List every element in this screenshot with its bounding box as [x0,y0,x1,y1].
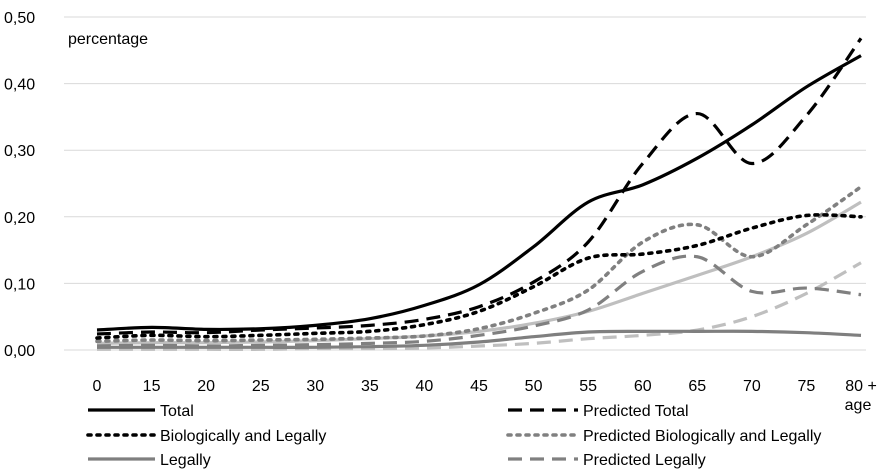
x-tick-label: 30 [306,378,324,395]
x-tick-label: 25 [252,378,270,395]
x-tick-label: 35 [361,378,379,395]
x-tick-label: 70 [743,378,761,395]
legend-label-5: Legally [160,452,211,469]
x-tick-label: 0 [93,378,102,395]
x-axis-ticks: 0 15 20 25 30 35 40 45 50 55 60 65 70 75 80 + [93,378,877,395]
legend-label-1: Total [160,403,194,420]
legend-label-3: Biologically and Legally [160,428,326,445]
series-line-1 [96,54,862,332]
series-line-3 [95,213,863,340]
series-line-6 [96,254,862,348]
y-tick-label: 0,10 [4,276,35,293]
series-line-8 [97,261,862,351]
legend-label-6: Predicted Legally [583,452,706,469]
series-lines [95,37,863,351]
y-tick-label: 0,30 [4,143,35,160]
legend-label-2: Predicted Total [583,403,689,420]
x-tick-label: 15 [143,378,161,395]
x-tick-label: 75 [798,378,816,395]
chart-annotation: percentage [68,31,148,48]
series-line-4 [95,185,863,344]
y-tick-label: 0,50 [4,10,35,27]
series-line-7 [96,200,862,345]
x-tick-label: 55 [579,378,597,395]
y-tick-label: 0,40 [4,77,35,94]
y-tick-label: 0,00 [4,343,35,360]
x-tick-label: 50 [525,378,543,395]
legend: Total Predicted Total Biologically and Leg… [86,403,821,469]
y-axis-ticks: 0,00 0,10 0,20 0,30 0,40 0,50 [4,10,35,360]
series-line-2 [96,37,863,336]
x-tick-label: 40 [416,378,434,395]
x-axis-label: age [845,397,872,414]
gridlines [64,16,866,351]
x-tick-label: 80 + [845,378,877,395]
legend-label-4: Predicted Biologically and Legally [583,428,821,445]
y-tick-label: 0,20 [4,210,35,227]
x-tick-label: 65 [688,378,706,395]
x-tick-label: 20 [197,378,215,395]
series-line-5 [97,329,862,349]
x-tick-label: 60 [634,378,652,395]
x-tick-label: 45 [470,378,488,395]
